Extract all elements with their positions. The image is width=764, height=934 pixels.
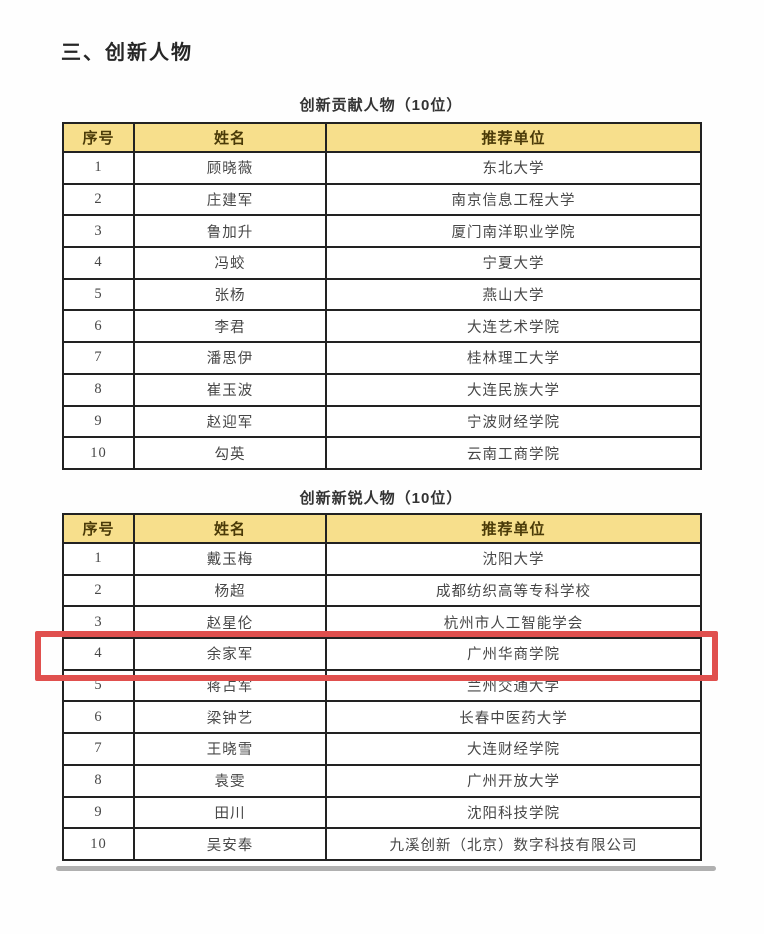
table-row: 5 蒋占军 兰州交通大学 [62,668,702,703]
table-row: 1 戴玉梅 沈阳大学 [62,542,702,576]
table-row: 1 顾晓薇 东北大学 [62,151,702,185]
cell-unit: 燕山大学 [325,277,702,312]
cell-index: 4 [62,246,135,280]
table-header-row: 序号 姓名 推荐单位 [62,513,702,544]
cell-unit: 沈阳科技学院 [325,795,702,830]
cell-name: 庄建军 [133,182,327,217]
column-header-unit: 推荐单位 [325,513,702,544]
table-row: 2 庄建军 南京信息工程大学 [62,182,702,217]
cell-index: 2 [62,573,135,608]
cell-unit: 宁夏大学 [325,246,702,280]
cell-unit: 云南工商学院 [325,436,702,470]
cell-name: 勾英 [133,436,327,470]
cell-index: 3 [62,214,135,249]
rising-star-table-caption: 创新新锐人物（10位） [299,490,463,507]
cell-index: 9 [62,404,135,439]
table-row: 10 勾英 云南工商学院 [62,436,702,470]
cell-index: 6 [62,309,135,344]
section-title: 三、创新人物 [61,42,193,64]
column-header-index: 序号 [62,513,135,544]
cell-unit: 桂林理工大学 [325,341,702,375]
cell-name: 王晓雪 [133,732,327,766]
table-row: 6 梁钟艺 长春中医药大学 [62,700,702,735]
cell-index: 9 [62,795,135,830]
cell-unit: 广州开放大学 [325,763,702,798]
table-row: 8 袁雯 广州开放大学 [62,763,702,798]
cell-index: 8 [62,763,135,798]
cell-index: 10 [62,827,135,861]
cell-name: 余家军 [133,637,327,671]
table-row: 8 崔玉波 大连民族大学 [62,372,702,407]
cell-name: 崔玉波 [133,372,327,407]
table-row-highlighted: 4 余家军 广州华商学院 [62,637,702,671]
cell-unit: 宁波财经学院 [325,404,702,439]
table-row: 2 杨超 成都纺织高等专科学校 [62,573,702,608]
table-row: 3 赵星伦 杭州市人工智能学会 [62,605,702,640]
page-bottom-edge-shadow [56,866,716,871]
cell-index: 5 [62,277,135,312]
cell-name: 蒋占军 [133,668,327,703]
cell-name: 张杨 [133,277,327,312]
cell-unit: 东北大学 [325,151,702,185]
table-row: 4 冯蛟 宁夏大学 [62,246,702,280]
cell-name: 李君 [133,309,327,344]
cell-index: 2 [62,182,135,217]
cell-unit: 广州华商学院 [325,637,702,671]
cell-index: 4 [62,637,135,671]
cell-index: 3 [62,605,135,640]
cell-name: 赵星伦 [133,605,327,640]
cell-unit: 沈阳大学 [325,542,702,576]
cell-name: 杨超 [133,573,327,608]
cell-index: 10 [62,436,135,470]
table-row: 6 李君 大连艺术学院 [62,309,702,344]
cell-index: 5 [62,668,135,703]
cell-index: 7 [62,341,135,375]
cell-unit: 九溪创新（北京）数字科技有限公司 [325,827,702,861]
rising-star-table: 序号 姓名 推荐单位 1 戴玉梅 沈阳大学 2 杨超 成都纺织高等专科学校 3 … [62,513,702,861]
column-header-index: 序号 [62,122,135,153]
table-header-row: 序号 姓名 推荐单位 [62,122,702,153]
contribution-table: 序号 姓名 推荐单位 1 顾晓薇 东北大学 2 庄建军 南京信息工程大学 3 鲁… [62,122,702,470]
cell-unit: 成都纺织高等专科学校 [325,573,702,608]
cell-name: 冯蛟 [133,246,327,280]
table-row: 7 潘思伊 桂林理工大学 [62,341,702,375]
cell-name: 袁雯 [133,763,327,798]
table-row: 9 赵迎军 宁波财经学院 [62,404,702,439]
cell-name: 吴安奉 [133,827,327,861]
cell-unit: 大连艺术学院 [325,309,702,344]
cell-name: 鲁加升 [133,214,327,249]
table-row: 10 吴安奉 九溪创新（北京）数字科技有限公司 [62,827,702,861]
cell-name: 潘思伊 [133,341,327,375]
contribution-table-caption: 创新贡献人物（10位） [299,97,463,114]
cell-index: 7 [62,732,135,766]
table-row: 5 张杨 燕山大学 [62,277,702,312]
cell-index: 8 [62,372,135,407]
cell-name: 梁钟艺 [133,700,327,735]
cell-unit: 大连财经学院 [325,732,702,766]
cell-unit: 厦门南洋职业学院 [325,214,702,249]
column-header-name: 姓名 [133,122,327,153]
table-row: 3 鲁加升 厦门南洋职业学院 [62,214,702,249]
cell-unit: 南京信息工程大学 [325,182,702,217]
cell-unit: 长春中医药大学 [325,700,702,735]
cell-unit: 大连民族大学 [325,372,702,407]
cell-name: 戴玉梅 [133,542,327,576]
cell-name: 田川 [133,795,327,830]
cell-index: 1 [62,542,135,576]
column-header-name: 姓名 [133,513,327,544]
cell-name: 顾晓薇 [133,151,327,185]
cell-index: 1 [62,151,135,185]
cell-index: 6 [62,700,135,735]
table-row: 7 王晓雪 大连财经学院 [62,732,702,766]
table-row: 9 田川 沈阳科技学院 [62,795,702,830]
cell-unit: 杭州市人工智能学会 [325,605,702,640]
cell-name: 赵迎军 [133,404,327,439]
column-header-unit: 推荐单位 [325,122,702,153]
cell-unit: 兰州交通大学 [325,668,702,703]
